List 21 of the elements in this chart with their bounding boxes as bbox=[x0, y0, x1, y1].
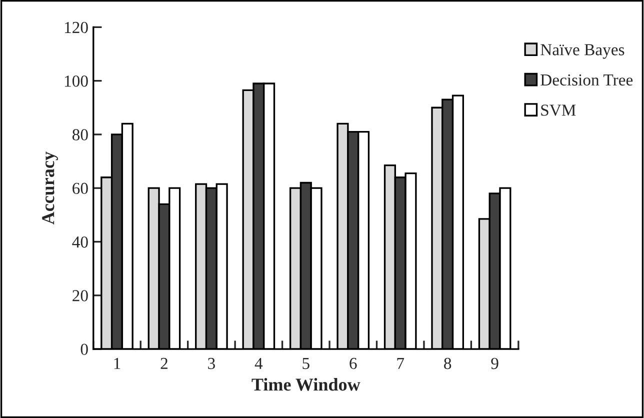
x-tick-label: 9 bbox=[491, 358, 498, 370]
legend-label: SVM bbox=[541, 104, 576, 116]
y-tick-label: 120 bbox=[64, 22, 88, 34]
x-axis-title: Time Window bbox=[252, 378, 360, 391]
x-tick-label: 7 bbox=[397, 358, 404, 369]
y-axis-title: Accuracy bbox=[42, 152, 58, 225]
y-tick-label: 20 bbox=[72, 290, 88, 302]
x-tick-label: 4 bbox=[254, 358, 263, 369]
x-tick-label: 3 bbox=[208, 358, 215, 370]
legend-label: Decision Tree bbox=[540, 74, 633, 86]
y-tick-label: 0 bbox=[80, 344, 88, 355]
legend-label: Naïve Bayes bbox=[540, 44, 624, 59]
x-tick-label: 8 bbox=[444, 358, 452, 370]
y-tick-label: 80 bbox=[72, 129, 88, 140]
x-tick-label: 6 bbox=[350, 358, 357, 370]
y-tick-label: 60 bbox=[72, 182, 88, 194]
x-tick-label: 2 bbox=[160, 358, 168, 369]
y-tick-label: 40 bbox=[72, 236, 88, 248]
y-tick-label: 100 bbox=[64, 76, 88, 87]
x-tick-label: 5 bbox=[302, 358, 310, 370]
x-tick-label: 1 bbox=[114, 358, 120, 369]
